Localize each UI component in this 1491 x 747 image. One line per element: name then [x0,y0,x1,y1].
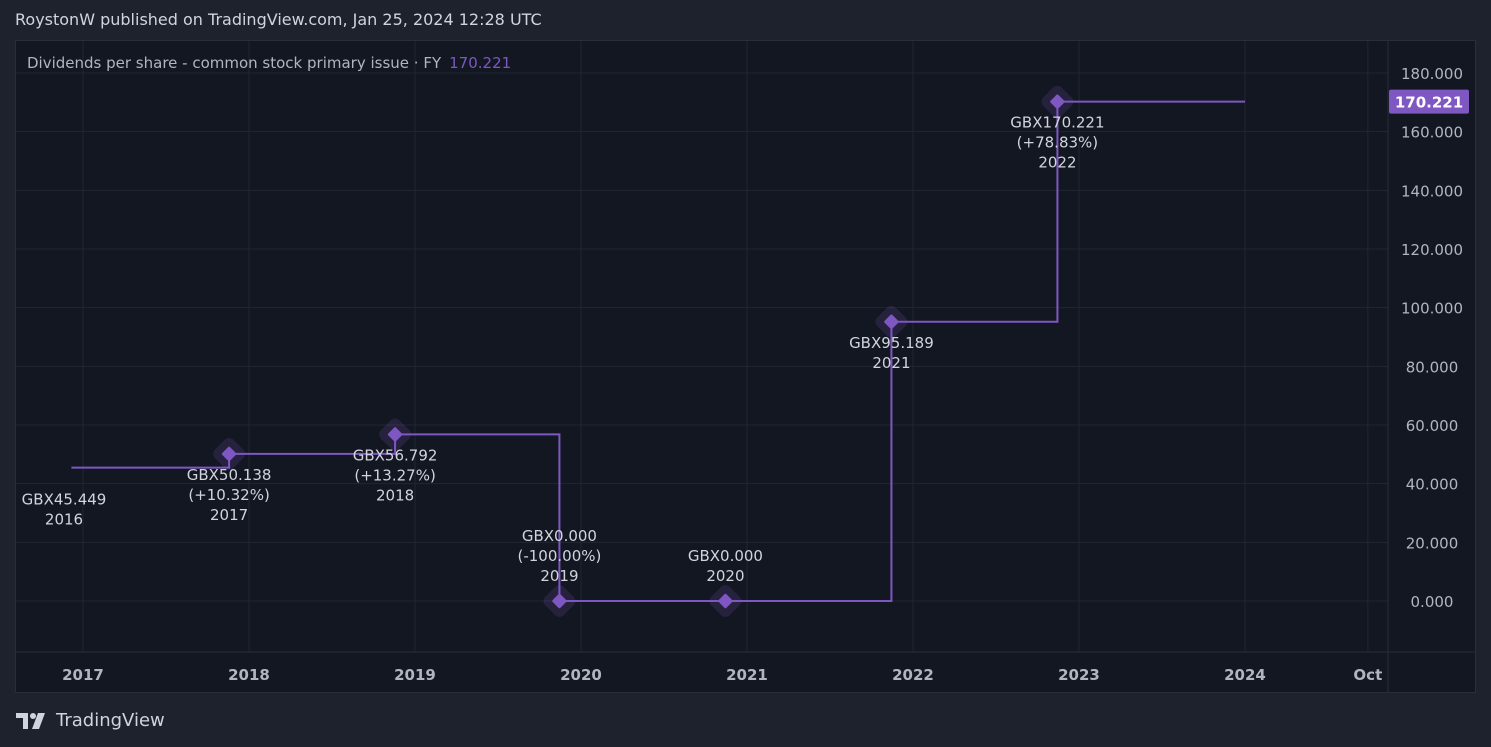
x-tick-label: 2024 [1224,666,1266,684]
x-tick-label: 2023 [1058,666,1100,684]
y-tick-label: 40.000 [1406,476,1459,494]
legend-value: 170.221 [449,54,512,72]
data-point-label-line: GBX0.000 [688,547,763,565]
y-tick-label: 20.000 [1406,534,1459,552]
y-tick-label: 120.000 [1401,241,1463,259]
data-point-label: GBX170.221 (+78.83%) 2022 [1010,114,1104,172]
publisher-caption: RoystonW published on TradingView.com, J… [15,10,542,29]
data-point-label-line: (-100.00%) [517,547,601,565]
data-point-label: GBX56.792 (+13.27%) 2018 [353,446,438,504]
data-point-label-line: 2017 [210,506,248,524]
data-point-marker [1050,94,1065,109]
data-point-label-line: 2018 [376,486,414,504]
x-tick-label: 2018 [228,666,270,684]
data-point-label: GBX95.189 2021 [849,334,934,372]
data-point-marker [221,446,237,462]
data-point-label-line: 2020 [706,567,744,585]
y-tick-label: 60.000 [1406,417,1459,435]
y-tick-label: 100.000 [1401,300,1463,318]
data-point-label-line: (+13.27%) [354,466,435,484]
y-tick-label: 180.000 [1401,65,1463,83]
x-tick-label: 2019 [394,666,436,684]
y-tick-label: 140.000 [1401,182,1463,200]
chart-legend: Dividends per share - common stock prima… [27,54,511,72]
data-point-label: GBX45.449 2016 [22,491,107,529]
data-point-label: GBX0.000 2020 [688,547,763,585]
last-value-badge [1389,89,1469,114]
data-point-label-line: 2019 [540,567,578,585]
data-point-label-line: 2021 [872,354,910,372]
data-point-marker [552,593,567,609]
tradingview-logo[interactable]: TradingView [16,710,165,731]
data-point-label-line: 2022 [1038,154,1076,172]
data-point-label-line: GBX170.221 [1010,114,1104,132]
y-tick-label: 160.000 [1401,124,1463,142]
data-point-label-line: (+10.32%) [188,486,269,504]
legend-title: Dividends per share - common stock prima… [27,54,442,72]
x-tick-label: 2021 [726,666,768,684]
data-point-marker [718,593,733,609]
data-point-label-line: GBX0.000 [522,527,597,545]
data-point-marker [884,314,899,329]
data-point-marker [387,427,403,442]
x-tick-label: 2020 [560,666,602,684]
data-point-label-line: (+78.83%) [1017,134,1098,152]
tradingview-logo-icon [16,712,45,729]
data-point-label-line: GBX95.189 [849,334,934,352]
x-tick-label: 2022 [892,666,934,684]
dividend-step-line [71,100,1245,602]
data-point-label-line: GBX45.449 [22,491,107,509]
brand-name: TradingView [56,710,165,731]
data-point-label-line: GBX56.792 [353,446,438,464]
last-value-label: 170.221 [1395,94,1463,112]
data-point-label-line: GBX50.138 [187,466,272,484]
data-point-label: GBX0.000 (-100.00%) 2019 [517,527,601,585]
y-tick-label: 80.000 [1406,358,1459,376]
data-point-label: GBX50.138 (+10.32%) 2017 [187,466,272,524]
data-point-label-line: 2016 [45,511,83,529]
x-tick-label: Oct [1353,666,1382,684]
x-tick-label: 2017 [62,666,104,684]
y-tick-label: 0.000 [1411,593,1454,611]
